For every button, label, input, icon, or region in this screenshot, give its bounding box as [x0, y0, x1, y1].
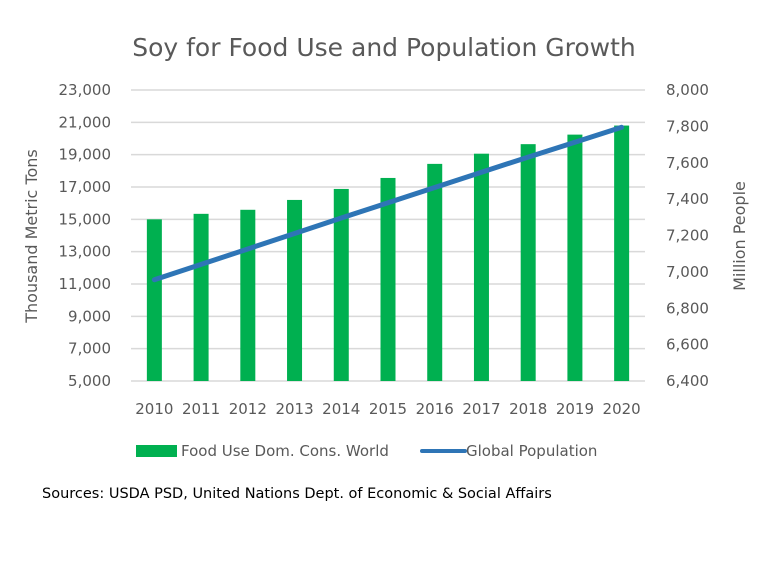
- bar-series: [146, 125, 630, 381]
- legend-label-population: Global Population: [466, 442, 597, 460]
- population-line: [151, 124, 625, 283]
- x-tick-label: 2018: [509, 400, 547, 418]
- x-tick-label: 2010: [135, 400, 173, 418]
- right-tick-label: 7,600: [666, 154, 709, 172]
- bar-2011: [193, 213, 209, 381]
- left-axis-title: Thousand Metric Tons: [22, 149, 41, 324]
- x-tick-label: 2011: [182, 400, 220, 418]
- right-tick-label: 7,800: [666, 117, 709, 135]
- bar-2013: [287, 199, 303, 381]
- left-tick-label: 5,000: [68, 372, 111, 390]
- right-tick-label: 7,200: [666, 227, 709, 245]
- x-tick-label: 2019: [556, 400, 594, 418]
- legend-bar-swatch: [136, 445, 177, 457]
- left-tick-label: 21,000: [59, 113, 112, 131]
- right-tick-label: 8,000: [666, 81, 709, 99]
- bar-2012: [240, 209, 256, 381]
- left-tick-label: 11,000: [59, 275, 112, 293]
- chart-title: Soy for Food Use and Population Growth: [132, 33, 636, 62]
- x-tick-label: 2014: [322, 400, 360, 418]
- line-series: [151, 124, 625, 283]
- left-tick-label: 13,000: [59, 243, 112, 261]
- bar-2016: [427, 163, 443, 381]
- legend: Food Use Dom. Cons. World Global Populat…: [136, 442, 597, 460]
- right-tick-label: 6,800: [666, 299, 709, 317]
- x-tick-label: 2012: [229, 400, 267, 418]
- left-tick-label: 23,000: [59, 81, 112, 99]
- left-axis-ticks: 5,000 7,000 9,000 11,000 13,000 15,000 17,000 1…: [59, 81, 112, 390]
- x-tick-label: 2015: [369, 400, 407, 418]
- bar-2018: [520, 144, 536, 381]
- bar-2014: [333, 188, 349, 381]
- left-tick-label: 9,000: [68, 307, 111, 325]
- bar-2010: [146, 219, 162, 381]
- x-tick-label: 2020: [603, 400, 641, 418]
- x-tick-label: 2016: [416, 400, 454, 418]
- left-tick-label: 7,000: [68, 340, 111, 358]
- bar-2017: [473, 153, 489, 381]
- left-tick-label: 17,000: [59, 178, 112, 196]
- x-tick-label: 2017: [462, 400, 500, 418]
- right-axis-ticks: 6,400 6,600 6,800 7,000 7,200 7,400 7,600 7,800…: [666, 81, 709, 390]
- bar-2020: [614, 125, 630, 381]
- right-tick-label: 7,400: [666, 190, 709, 208]
- left-tick-label: 15,000: [59, 210, 112, 228]
- right-tick-label: 6,600: [666, 336, 709, 354]
- right-tick-label: 6,400: [666, 372, 709, 390]
- bar-2019: [567, 134, 583, 381]
- bar-2015: [380, 177, 396, 381]
- right-axis-title: Million People: [730, 181, 749, 291]
- x-tick-label: 2013: [275, 400, 313, 418]
- x-axis-ticks: 2010 2011 2012 2013 2014 2015 2016 2017 2018 2019…: [135, 400, 640, 418]
- right-tick-label: 7,000: [666, 263, 709, 281]
- left-tick-label: 19,000: [59, 146, 112, 164]
- legend-label-food-use: Food Use Dom. Cons. World: [181, 442, 389, 460]
- source-note: Sources: USDA PSD, United Nations Dept. …: [42, 486, 552, 502]
